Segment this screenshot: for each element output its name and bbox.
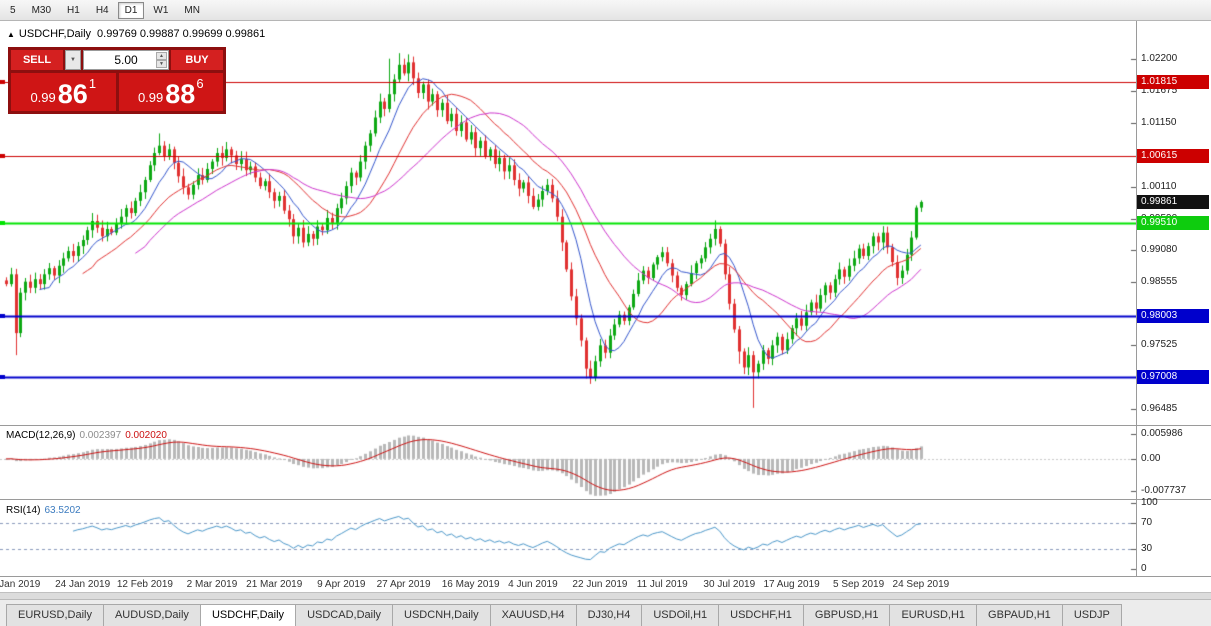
price-level-badge: 0.97008: [1137, 369, 1209, 384]
price-axis-border: [1136, 21, 1137, 576]
price-tick-label: 0.99080: [1141, 243, 1178, 255]
date-label: 17 Aug 2019: [763, 579, 820, 590]
date-label: 5 Jan 2019: [0, 579, 41, 590]
macd-name: MACD(12,26,9): [6, 430, 76, 441]
timeframe-button-5[interactable]: 5: [10, 4, 16, 16]
rsi-tick-label: 0: [1141, 563, 1147, 574]
macd-value: 0.002397: [79, 430, 122, 441]
macd-indicator-label: MACD(12,26,9) 0.002397 0.002020: [6, 430, 167, 441]
ohlc-values: 0.99769 0.99887 0.99699 0.99861: [97, 28, 266, 40]
price-level-badge: 1.01815: [1137, 75, 1209, 90]
chart-window: ▲ USDCHF,Daily 0.99769 0.99887 0.99699 0.9…: [0, 21, 1211, 592]
date-label: 27 Apr 2019: [376, 579, 431, 590]
date-label: 2 Mar 2019: [186, 579, 238, 590]
price-tick-label: 1.01150: [1141, 117, 1177, 128]
buy-price-sup: 6: [196, 76, 204, 91]
chart-tab[interactable]: USDCAD,Daily: [295, 604, 394, 626]
date-label: 5 Sep 2019: [833, 579, 885, 590]
chart-tab[interactable]: USDOil,H1: [641, 604, 720, 626]
timeframe-button-m30[interactable]: M30: [31, 4, 52, 16]
chart-tab[interactable]: USDCNH,Daily: [392, 604, 491, 626]
date-label: 21 Mar 2019: [246, 579, 303, 590]
chart-tab[interactable]: EURUSD,Daily: [6, 604, 104, 626]
sell-price-big: 86: [57, 79, 88, 109]
one-click-trading-panel: SELL ▼ 5.00 ▲ ▼ BUY 0.99 86 1 0.99 88 6: [8, 47, 226, 114]
price-tick-label: 0.96485: [1141, 402, 1178, 414]
timeframe-toolbar: 5 M30 H1 H4 D1 W1 MN: [0, 0, 1211, 21]
volume-dropdown-icon[interactable]: ▼: [65, 50, 81, 70]
chart-tab[interactable]: USDCHF,Daily: [199, 604, 297, 626]
spin-up-icon[interactable]: ▲: [156, 52, 167, 60]
pane-separator-rsi[interactable]: [0, 499, 1211, 500]
spin-down-icon[interactable]: ▼: [156, 60, 167, 68]
pane-separator-bottom: [0, 576, 1211, 577]
chart-tab[interactable]: USDCHF,H1: [718, 604, 804, 626]
volume-spinner[interactable]: ▲ ▼: [156, 52, 167, 68]
timeframe-button-d1[interactable]: D1: [117, 1, 145, 19]
date-label: 30 Jul 2019: [703, 579, 756, 590]
buy-button[interactable]: BUY: [171, 50, 223, 70]
price-level-badge: 0.99861: [1137, 194, 1209, 209]
sell-button[interactable]: SELL: [11, 50, 63, 70]
buy-price-big: 88: [165, 79, 196, 109]
sell-price-display[interactable]: 0.99 86 1: [11, 73, 116, 111]
price-tick-label: 1.01675: [1141, 84, 1178, 96]
sell-price-sup: 1: [88, 76, 97, 91]
date-label: 9 Apr 2019: [317, 579, 366, 590]
chart-tab[interactable]: GBPUSD,H1: [802, 604, 891, 626]
date-label: 24 Jan 2019: [55, 579, 111, 590]
price-tick-label: 0.99590: [1141, 212, 1178, 224]
tab-strip: [0, 592, 1211, 599]
rsi-tick-label: 70: [1141, 516, 1153, 528]
macd-tick-label: -0.007737: [1141, 484, 1187, 496]
price-tick-label: 1.00110: [1141, 180, 1177, 192]
timeframe-button-h4[interactable]: H4: [95, 4, 109, 16]
price-level-badge: 1.00615: [1137, 148, 1209, 163]
rsi-indicator-label: RSI(14) 63.5202: [6, 505, 81, 516]
date-label: 22 Jun 2019: [572, 579, 628, 590]
timeframe-button-h1[interactable]: H1: [67, 4, 80, 16]
timeframe-button-mn[interactable]: MN: [184, 4, 200, 16]
chart-tab-bar: EURUSD,Daily AUDUSD,Daily USDCHF,Daily USDC…: [0, 599, 1211, 626]
chart-tab[interactable]: DJ30,H4: [575, 604, 643, 626]
chart-symbol-title: ▲ USDCHF,Daily 0.99769 0.99887 0.99699 0.9…: [7, 28, 265, 40]
chart-tab[interactable]: XAUUSD,H4: [489, 604, 577, 626]
chart-tab[interactable]: GBPAUD,H1: [976, 604, 1063, 626]
macd-tick-label: 0.00: [1141, 452, 1161, 464]
chart-tab[interactable]: USDJP: [1061, 604, 1122, 626]
rsi-value: 63.5202: [44, 505, 81, 516]
macd-signal-value: 0.002020: [125, 430, 167, 441]
rsi-tick-label: 30: [1141, 543, 1153, 555]
macd-tick-label: 0.005986: [1141, 428, 1183, 440]
date-label: 16 May 2019: [441, 579, 500, 590]
timeframe-button-w1[interactable]: W1: [153, 4, 169, 16]
price-level-badge: 0.98003: [1137, 308, 1209, 323]
chart-tab[interactable]: AUDUSD,Daily: [102, 604, 201, 626]
date-label: 4 Jun 2019: [508, 579, 558, 590]
chart-tab[interactable]: EURUSD,H1: [889, 604, 978, 626]
sell-price-small: 0.99: [30, 90, 56, 105]
rsi-name: RSI(14): [6, 505, 41, 516]
price-tick-label: 0.98555: [1141, 275, 1178, 287]
pane-separator-macd[interactable]: [0, 425, 1211, 426]
date-label: 24 Sep 2019: [892, 579, 950, 590]
buy-price-small: 0.99: [137, 90, 164, 105]
volume-value: 5.00: [114, 53, 138, 67]
date-label: 11 Jul 2019: [636, 579, 688, 590]
price-tick-label: 1.02200: [1141, 52, 1178, 64]
price-tick-label: 0.97525: [1141, 339, 1178, 351]
date-label: 12 Feb 2019: [116, 579, 173, 590]
buy-price-display[interactable]: 0.99 88 6: [118, 73, 223, 111]
symbol-name: USDCHF,Daily: [18, 28, 92, 40]
price-level-badge: 0.99510: [1137, 216, 1209, 231]
collapse-arrow-icon: ▲: [7, 30, 15, 39]
volume-field[interactable]: 5.00 ▲ ▼: [83, 50, 169, 70]
